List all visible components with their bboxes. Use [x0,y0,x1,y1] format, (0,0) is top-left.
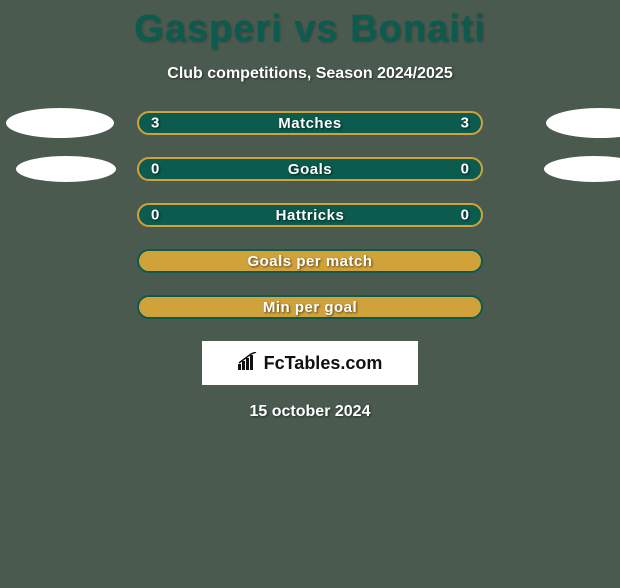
stat-label: Min per goal [263,299,357,316]
logo-text: FcTables.com [264,353,383,374]
ellipse-left [6,108,114,138]
bars-icon [238,352,260,375]
ellipse-left [16,156,116,182]
stat-pill: Goals per match [137,249,483,273]
vs-separator: vs [294,8,338,50]
stat-value-left: 0 [151,207,159,224]
logo-box: FcTables.com [202,341,418,385]
stat-row: Goals per match [0,249,620,273]
stat-value-right: 0 [461,161,469,178]
stat-pill: Min per goal [137,295,483,319]
stat-pill: 3 Matches 3 [137,111,483,135]
stat-label: Goals [288,161,332,178]
stat-value-right: 0 [461,207,469,224]
stat-row: 0 Goals 0 [0,157,620,181]
stat-label: Matches [278,115,342,132]
stat-value-right: 3 [461,115,469,132]
stat-value-left: 0 [151,161,159,178]
stat-label: Hattricks [276,207,345,224]
stat-row: 3 Matches 3 [0,111,620,135]
stats-container: 3 Matches 3 0 Goals 0 0 Hattricks 0 Goals per mat… [0,111,620,319]
page-title: Gasperi vs Bonaiti [0,8,620,51]
stat-row: 0 Hattricks 0 [0,203,620,227]
stat-row: Min per goal [0,295,620,319]
subtitle: Club competitions, Season 2024/2025 [0,65,620,83]
date-text: 15 october 2024 [0,403,620,421]
stat-value-left: 3 [151,115,159,132]
player-right-name: Bonaiti [350,8,486,50]
player-left-name: Gasperi [134,8,283,50]
stat-pill: 0 Hattricks 0 [137,203,483,227]
logo: FcTables.com [238,352,383,375]
ellipse-right [546,108,620,138]
stat-pill: 0 Goals 0 [137,157,483,181]
ellipse-right [544,156,620,182]
stat-label: Goals per match [247,253,372,270]
